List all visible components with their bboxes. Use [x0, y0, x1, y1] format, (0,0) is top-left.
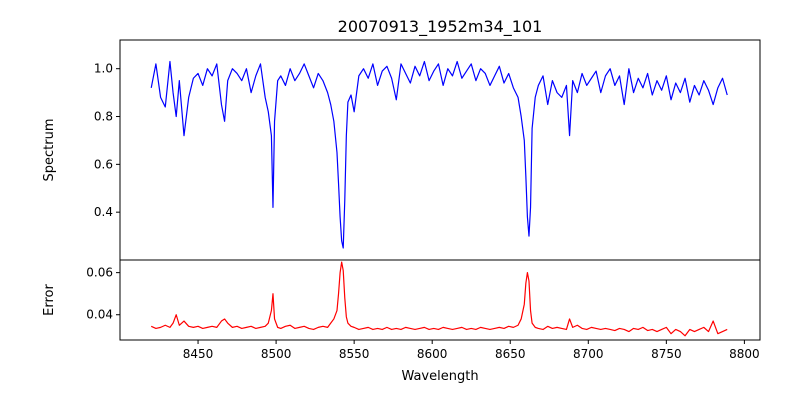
spectrum-y-tick-label: 0.6 — [94, 157, 113, 171]
error-panel: 0.04 0.06 8450 8500 8550 8600 8650 8700 8750 880… — [42, 259, 761, 384]
spectrum-y-axis-label: Spectrum — [42, 119, 57, 182]
x-tick-label: 8450 — [183, 347, 214, 361]
spectrum-series-line — [150, 60, 728, 249]
error-axes-frame — [119, 259, 761, 341]
error-series-line — [150, 261, 728, 337]
error-x-ticks: 8450 8500 8550 8600 8650 8700 8750 8800 — [183, 340, 760, 361]
spectrum-y-tick-label: 0.4 — [94, 205, 113, 219]
spectrum-series-group — [150, 60, 728, 249]
chart-title: 20070913_1952m34_101 — [338, 17, 543, 37]
error-y-tick-label: 0.04 — [86, 308, 113, 322]
x-tick-label: 8600 — [417, 347, 448, 361]
spectrum-panel: 0.4 0.6 0.8 1.0 Spectrum — [42, 39, 761, 261]
error-series-group — [150, 261, 728, 337]
x-tick-label: 8800 — [729, 347, 760, 361]
x-tick-label: 8550 — [339, 347, 370, 361]
x-tick-label: 8500 — [261, 347, 292, 361]
x-tick-label: 8750 — [651, 347, 682, 361]
error-y-tick-label: 0.06 — [86, 266, 113, 280]
x-tick-label: 8700 — [573, 347, 604, 361]
x-tick-label: 8650 — [495, 347, 526, 361]
error-y-ticks: 0.04 0.06 — [86, 266, 120, 322]
x-axis-label: Wavelength — [401, 369, 478, 384]
spectrum-y-ticks: 0.4 0.6 0.8 1.0 — [94, 62, 120, 219]
error-y-axis-label: Error — [42, 284, 57, 316]
spectrum-y-tick-label: 1.0 — [94, 62, 113, 76]
spectrum-y-tick-label: 0.8 — [94, 110, 113, 124]
